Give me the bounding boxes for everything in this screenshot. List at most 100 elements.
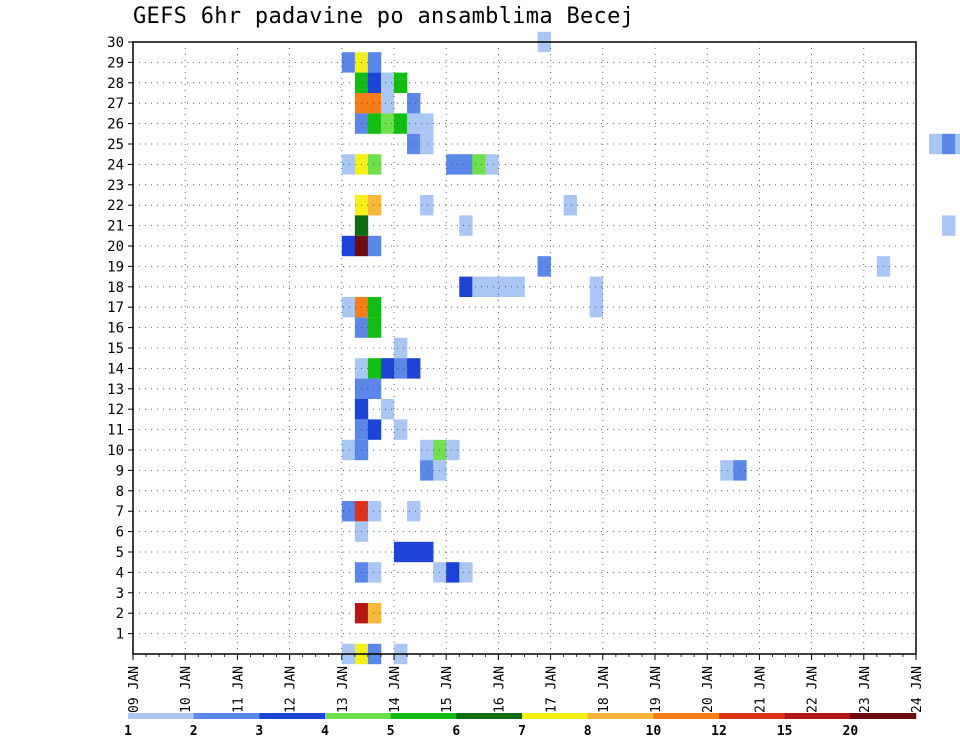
heatmap-cell xyxy=(472,154,486,175)
y-tick-label: 4 xyxy=(116,565,124,581)
y-tick-label: 24 xyxy=(107,157,124,173)
x-tick-label: 15 JAN xyxy=(440,666,455,713)
heatmap-cell xyxy=(380,72,395,93)
y-tick-label: 1 xyxy=(116,627,124,643)
heatmap-cell xyxy=(459,215,473,236)
colorbar-swatch xyxy=(784,713,851,719)
y-tick-label: 26 xyxy=(107,117,124,133)
heatmap-cell xyxy=(367,317,382,338)
y-tick-label: 21 xyxy=(107,219,124,235)
y-tick-label: 15 xyxy=(107,341,124,357)
heatmap-cell xyxy=(420,113,434,134)
y-tick-label: 30 xyxy=(107,35,124,51)
heatmap-cell xyxy=(589,276,604,297)
x-tick-label: 13 JAN xyxy=(336,666,351,713)
heatmap-cell xyxy=(563,195,577,216)
heatmap-cell xyxy=(955,133,960,155)
heatmap-cell xyxy=(589,297,604,318)
heatmap-cell xyxy=(394,419,408,440)
heatmap-cell xyxy=(341,52,356,73)
heatmap-cell xyxy=(459,276,473,297)
heatmap-cell xyxy=(367,113,382,134)
colorbar-label: 15 xyxy=(777,724,793,739)
colorbar-label: 8 xyxy=(584,724,592,739)
heatmap-cell xyxy=(367,154,382,175)
heatmap-cell xyxy=(380,358,395,379)
colorbar-swatch xyxy=(456,713,523,719)
x-tick-label: 10 JAN xyxy=(179,666,194,713)
colorbar-swatch xyxy=(128,713,194,719)
heatmap-cell xyxy=(394,541,408,563)
colorbar-swatch xyxy=(719,713,785,719)
y-tick-label: 8 xyxy=(116,484,124,500)
y-tick-label: 13 xyxy=(107,382,124,398)
heatmap-cell xyxy=(380,93,395,114)
colorbar-swatch xyxy=(522,713,588,719)
heatmap-cell xyxy=(367,603,382,624)
colorbar-swatch xyxy=(325,713,391,719)
heatmap-cell xyxy=(929,133,943,155)
y-tick-label: 10 xyxy=(107,443,124,459)
y-tick-label: 29 xyxy=(107,55,124,71)
x-tick-label: 21 JAN xyxy=(753,666,768,713)
heatmap-cell xyxy=(380,113,395,134)
y-tick-label: 2 xyxy=(116,606,124,622)
heatmap-cell xyxy=(407,541,421,563)
grid-lines xyxy=(133,41,916,654)
x-axis: 09 JAN 10 JAN 11 JAN 12 JAN 13 JAN 14 JAN 15 J… xyxy=(127,654,925,713)
heatmap-cell xyxy=(341,439,356,461)
heatmap-cell xyxy=(407,133,421,155)
heatmap-cell xyxy=(446,154,460,175)
x-tick-label: 23 JAN xyxy=(858,666,873,713)
colorbar-swatch xyxy=(850,713,917,719)
heatmap-cell xyxy=(407,501,421,522)
x-tick-label: 16 JAN xyxy=(492,666,507,713)
heatmap-cell xyxy=(367,235,382,257)
x-tick-label: 17 JAN xyxy=(545,666,560,713)
heatmap-cell xyxy=(341,154,356,175)
x-tick-label: 22 JAN xyxy=(806,666,821,713)
heatmap-cell xyxy=(367,378,382,399)
y-tick-label: 6 xyxy=(116,525,124,541)
heatmap-cell xyxy=(942,133,956,155)
heatmap-cell xyxy=(367,195,382,216)
heatmap-cell xyxy=(446,562,460,583)
x-tick-label: 12 JAN xyxy=(284,666,299,713)
colorbar-label: 3 xyxy=(255,724,263,739)
colorbar-swatch xyxy=(193,713,260,719)
heatmap-cell xyxy=(367,52,382,73)
heatmap-cells xyxy=(341,31,960,665)
colorbar-label: 7 xyxy=(518,724,526,739)
heatmap-cell xyxy=(420,460,434,481)
y-tick-label: 23 xyxy=(107,178,124,194)
colorbar-label: 4 xyxy=(321,724,329,739)
heatmap-cell xyxy=(446,439,460,461)
colorbar-label: 5 xyxy=(387,724,395,739)
heatmap-cell xyxy=(341,297,356,318)
y-tick-label: 14 xyxy=(107,361,124,377)
y-tick-label: 7 xyxy=(116,504,124,520)
colorbar-swatch xyxy=(587,713,654,719)
x-tick-label: 09 JAN xyxy=(127,666,142,713)
colorbar-legend: 1 2 3 4 5 6 7 8 10 12 15 20 xyxy=(124,713,917,739)
x-tick-label: 18 JAN xyxy=(597,666,612,713)
colorbar-label: 2 xyxy=(190,724,198,739)
y-tick-label: 5 xyxy=(116,545,124,561)
y-tick-label: 18 xyxy=(107,280,124,296)
y-tick-label: 27 xyxy=(107,96,124,112)
heatmap-cell xyxy=(367,93,382,114)
colorbar-swatch xyxy=(259,713,326,719)
y-tick-label: 20 xyxy=(107,239,124,255)
heatmap-cell xyxy=(380,399,395,420)
y-tick-label: 19 xyxy=(107,259,124,275)
y-tick-label: 28 xyxy=(107,76,124,92)
heatmap-cell xyxy=(394,358,408,379)
colorbar-label: 12 xyxy=(711,724,727,739)
y-tick-label: 16 xyxy=(107,321,124,337)
chart-title: GEFS 6hr padavine po ansamblima Becej xyxy=(133,4,635,29)
heatmap-cell xyxy=(367,562,382,583)
heatmap-cell xyxy=(407,358,421,379)
heatmap-cell xyxy=(394,337,408,359)
heatmap-cell xyxy=(407,113,421,134)
